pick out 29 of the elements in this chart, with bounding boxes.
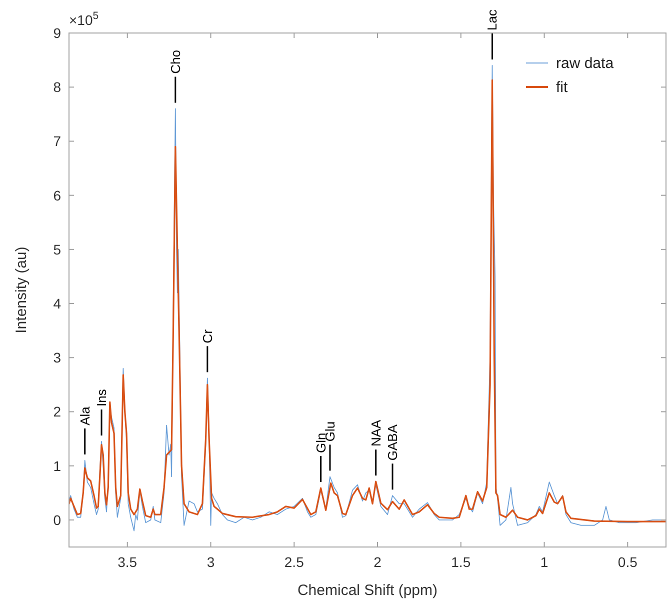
x-tick-label: 0.5 xyxy=(618,554,638,570)
x-tick-label: 1.5 xyxy=(451,554,471,570)
x-axis-title: Chemical Shift (ppm) xyxy=(297,582,438,599)
y-tick-label: 2 xyxy=(53,404,62,420)
y-tick-label: 1 xyxy=(53,458,62,474)
y-tick-label: 6 xyxy=(53,187,62,204)
x-tick-label: 1 xyxy=(540,554,548,570)
annotation: Cho xyxy=(168,50,183,74)
y-tick-label: 5 xyxy=(53,241,62,258)
y-tick-label: 9 xyxy=(53,25,62,41)
x-tick-label: 3 xyxy=(206,554,215,570)
legend-label: fit xyxy=(556,79,568,96)
y-tick-label: 7 xyxy=(53,133,62,150)
annotation: GABA xyxy=(385,424,400,461)
annotation: NAA xyxy=(368,419,384,447)
y-tick-label: 3 xyxy=(53,350,62,366)
y-axis-title: Intensity (au) xyxy=(13,246,30,334)
y-tick-label: 8 xyxy=(53,79,62,96)
legend-label: raw data xyxy=(556,55,614,72)
x-tick-label: 3.5 xyxy=(118,554,138,570)
annotation: Cr xyxy=(200,328,215,344)
y-tick-label: 4 xyxy=(53,296,62,312)
x-tick-label: 2 xyxy=(374,554,382,570)
annotation: Lac xyxy=(484,9,500,30)
y-tick-label: 0 xyxy=(53,512,62,528)
x-tick-label: 2.5 xyxy=(284,554,304,570)
annotation: Ins xyxy=(94,388,110,406)
annotation: Ala xyxy=(77,406,92,426)
text: ×10$^{5}$ xyxy=(69,10,99,28)
